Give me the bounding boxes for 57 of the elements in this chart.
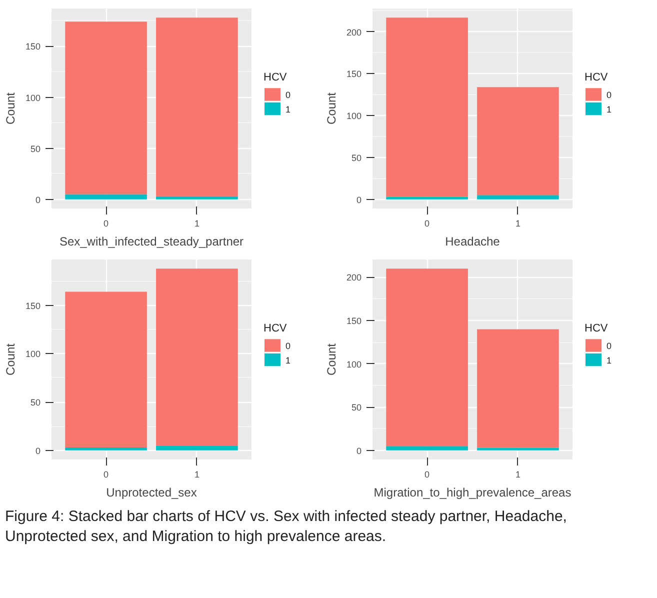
x-axis-title: Sex_with_infected_steady_partner [59,234,244,248]
legend-label: 0 [286,90,291,100]
caption: Figure 4: Stacked bar charts of HCV vs. Sex with infected steady partner, Headache, Unprotected sex, and Migration to high prevalence areas. [5,507,568,546]
y-axis-title: Count [3,342,18,376]
y-tick-label: 0 [356,446,362,456]
y-tick-label: 150 [25,300,41,311]
bar [65,448,147,450]
x-tick-label: 1 [194,218,200,228]
y-tick-label: 50 [30,398,41,408]
y-tick-label: 50 [351,152,362,163]
legend-label: 1 [286,355,291,366]
y-axis-title: Count [324,92,338,125]
y-axis-title: Count [324,342,338,376]
y-tick-label: 0 [356,194,362,205]
bar [156,446,238,450]
legend-title: HCV [584,322,608,334]
x-tick-label: 1 [515,470,520,480]
legend-label: 1 [286,104,291,114]
y-tick-label: 200 [346,272,362,283]
y-tick-label: 150 [25,42,41,52]
legend-label: 1 [606,355,612,366]
legend-title: HCV [264,322,288,334]
bar [386,196,468,200]
y-tick-label: 100 [25,92,41,103]
legend-label: 0 [286,340,291,351]
y-tick-label: 0 [35,446,41,456]
legend-label: 0 [606,90,612,100]
legend-title: HCV [584,71,608,84]
x-axis-title: Migration_to_high_prevalence_areas [374,486,572,500]
x-tick-label: 1 [194,470,200,480]
y-tick-label: 100 [346,359,362,370]
bar [477,87,559,196]
legend-label: 0 [606,340,612,351]
x-axis-title: Unprotected_sex [106,486,197,500]
x-tick-label: 0 [424,218,430,228]
x-tick-label: 0 [424,470,430,480]
x-tick-label: 0 [104,218,109,228]
y-tick-label: 0 [35,194,41,205]
bar [477,195,559,200]
bar [65,194,147,200]
bar [156,196,238,200]
y-tick-label: 150 [346,69,362,80]
bar [477,329,559,448]
bar [386,446,468,450]
y-tick-label: 200 [346,27,362,38]
legend-title: HCV [264,71,288,84]
bar [477,448,559,450]
x-tick-label: 1 [515,218,520,228]
y-tick-label: 50 [351,402,362,413]
x-axis-title: Headache [445,234,500,248]
y-axis-title: Count [3,92,18,125]
x-tick-label: 0 [104,470,109,480]
y-tick-label: 100 [346,111,362,122]
y-tick-label: 100 [25,349,41,360]
y-tick-label: 50 [30,144,41,154]
y-tick-label: 150 [346,316,362,326]
legend-label: 1 [606,104,612,114]
